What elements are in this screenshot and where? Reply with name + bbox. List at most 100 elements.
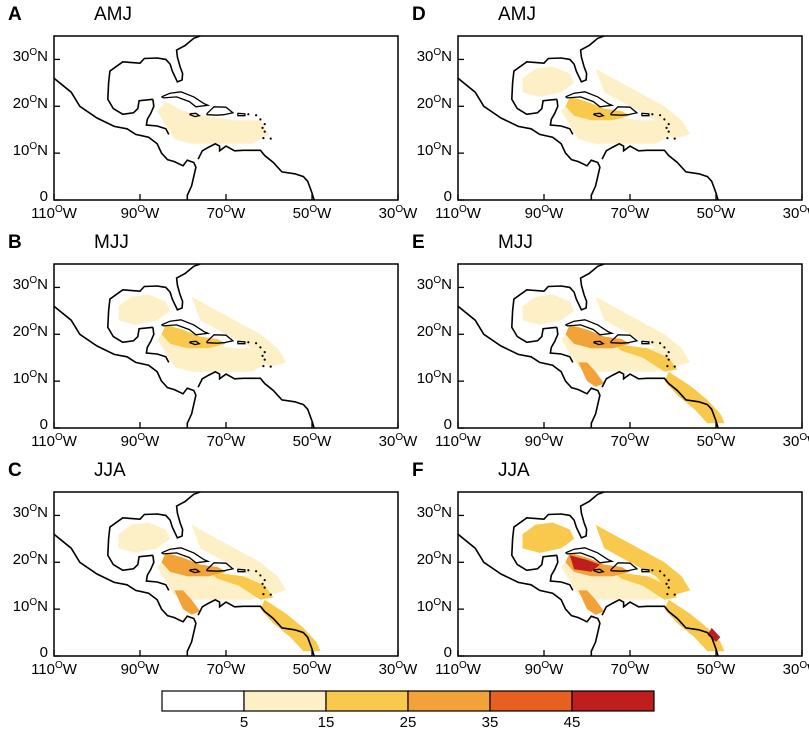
lon-suffix: W: [466, 661, 481, 678]
island-hispaniola: [206, 106, 235, 116]
shading-trough: [578, 362, 605, 387]
lat-suffix: N: [37, 142, 48, 160]
degree-mark: O: [458, 432, 467, 443]
lat-label: 0: [2, 188, 48, 205]
lat-label: 20ON: [406, 550, 452, 568]
island-cuba: [161, 319, 211, 336]
colorbar-box: [325, 690, 409, 712]
island-dot: [262, 593, 265, 596]
island-dot: [666, 137, 669, 140]
degree-mark: O: [395, 660, 404, 671]
lat-label: 0: [2, 416, 48, 433]
lon-label: 90OW: [112, 660, 168, 678]
map-frame: [457, 35, 803, 201]
island-dot: [259, 574, 262, 577]
lat-value: 20: [12, 95, 30, 113]
island-cuba: [565, 319, 615, 336]
coastline-central-america: [53, 305, 197, 428]
degree-mark: O: [29, 550, 38, 562]
shading-guiana: [664, 371, 725, 424]
lon-value: 70: [610, 205, 628, 222]
lat-value: 0: [443, 416, 452, 433]
map-panel-e: EMJJ30ON20ON10ON0110OW90OW70OW50OW30OW: [412, 232, 809, 460]
lon-suffix: W: [403, 205, 418, 222]
lon-value: 70: [610, 661, 628, 678]
lon-suffix: W: [721, 205, 736, 222]
colorbar: 5 15 25 35 45: [160, 690, 660, 756]
lon-suffix: W: [62, 433, 77, 450]
lon-label: 90OW: [516, 432, 572, 450]
lat-value: 10: [416, 142, 434, 160]
coastline-gulf: [106, 35, 201, 116]
shading-gulf: [522, 294, 575, 325]
island-jamaica: [189, 340, 201, 346]
colorbar-tick-25: 25: [399, 714, 417, 731]
shading-atlantic: [595, 296, 691, 368]
island-jamaica: [189, 568, 201, 574]
shading-caribbean: [157, 101, 269, 144]
island-hispaniola: [206, 562, 235, 572]
island-dot: [262, 137, 265, 140]
degree-mark: O: [29, 369, 38, 381]
island-jamaica: [593, 568, 605, 574]
lon-value: 30: [378, 661, 396, 678]
colorbar-box: [489, 690, 573, 712]
lon-label: 30OW: [370, 204, 426, 222]
shading-atlantic: [595, 68, 691, 140]
island-dot: [663, 346, 666, 349]
degree-mark: O: [29, 322, 38, 334]
degree-mark: O: [433, 94, 442, 106]
lon-suffix: W: [145, 205, 160, 222]
map-svg: [53, 263, 399, 429]
coastline-gulf: [510, 35, 605, 116]
lon-suffix: W: [549, 433, 564, 450]
shading-atlantic: [191, 296, 287, 368]
shading-atlantic-strong: [595, 524, 691, 596]
lat-value: 20: [416, 323, 434, 341]
lon-value: 50: [696, 205, 714, 222]
island-dot: [247, 113, 250, 116]
degree-mark: O: [713, 660, 722, 671]
lon-suffix: W: [466, 433, 481, 450]
coastline-gulf: [510, 263, 605, 344]
lon-label: 50OW: [688, 432, 744, 450]
island-cuba: [161, 91, 211, 108]
shading-trough: [174, 590, 201, 615]
coastline-gulf: [510, 491, 605, 572]
lat-label: 0: [2, 644, 48, 661]
island-dot: [269, 365, 272, 368]
panel-letter: B: [8, 232, 22, 253]
lon-value: 90: [120, 205, 138, 222]
island-dot: [659, 342, 662, 345]
lat-suffix: N: [441, 504, 452, 522]
degree-mark: O: [458, 660, 467, 671]
degree-mark: O: [541, 660, 550, 671]
shading-east-caribbean: [208, 571, 274, 600]
island-dot: [673, 593, 676, 596]
lat-value: 10: [12, 598, 30, 616]
island-dot: [262, 365, 265, 368]
lon-value: 30: [782, 433, 800, 450]
panel-title: MJJ: [498, 232, 533, 253]
island-dot: [255, 570, 258, 573]
lat-suffix: N: [37, 370, 48, 388]
lon-value: 110: [435, 205, 459, 222]
shading-atlantic: [191, 524, 287, 596]
lon-value: 110: [31, 433, 55, 450]
lat-label: 10ON: [406, 141, 452, 159]
lat-value: 10: [416, 598, 434, 616]
map-panel-d: DAMJ30ON20ON10ON0110OW90OW70OW50OW30OW: [412, 4, 809, 232]
shading-guiana: [260, 599, 321, 652]
degree-mark: O: [627, 432, 636, 443]
lat-label: 0: [406, 644, 452, 661]
panel-letter: E: [412, 232, 425, 253]
island-dot: [263, 350, 266, 354]
lat-suffix: N: [441, 598, 452, 616]
island-dot: [247, 341, 250, 344]
degree-mark: O: [309, 660, 318, 671]
lon-value: 70: [206, 661, 224, 678]
island-dot: [263, 586, 266, 589]
degree-mark: O: [223, 660, 232, 671]
island-dot: [667, 350, 670, 354]
shading-gulf: [118, 294, 171, 325]
